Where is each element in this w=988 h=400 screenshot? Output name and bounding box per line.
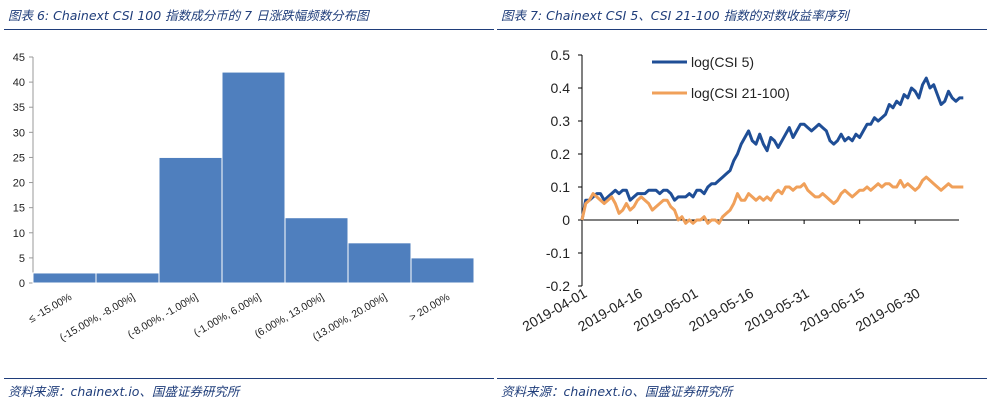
histogram-x-tick-label: > 20.00% (407, 291, 452, 324)
histogram-title-rule (4, 29, 494, 30)
histogram-bar (95, 272, 160, 284)
line-y-tick-label: 0.1 (551, 179, 571, 195)
histogram-y-tick-label: 5 (19, 253, 25, 265)
line-y-tick-label: -0.1 (546, 245, 570, 261)
histogram-y-tick-label: 10 (13, 228, 25, 240)
histogram-bar (221, 71, 286, 284)
line-y-tick-label: 0.4 (551, 80, 571, 96)
line-figure-title: 图表 7: Chainext CSI 5、CSI 21-100 指数的对数收益率… (501, 8, 849, 23)
histogram-figure-title: 图表 6: Chainext CSI 100 指数成分币的 7 日涨跌幅频数分布… (8, 8, 369, 23)
line-chart: -0.2-0.100.10.20.30.40.52019-04-012019-0… (519, 47, 964, 334)
series-csi5-line (580, 76, 964, 221)
line-panel: 图表 7: Chainext CSI 5、CSI 21-100 指数的对数收益率… (497, 0, 987, 400)
histogram-y-tick-label: 30 (13, 127, 25, 139)
histogram-panel: 图表 6: Chainext CSI 100 指数成分币的 7 日涨跌幅频数分布… (4, 0, 494, 400)
legend-csi5-label: log(CSI 5) (691, 54, 754, 70)
line-y-tick-label: 0.2 (551, 146, 571, 162)
histogram-source: 资料来源：chainext.io、国盛证券研究所 (8, 384, 240, 399)
histogram-x-tick-label: (-1.00%, 6.00%] (192, 291, 263, 339)
line-title-rule (497, 29, 987, 30)
histogram-x-tick-label: ≤ -15.00% (27, 291, 74, 325)
line-y-tick-label: 0 (562, 212, 570, 228)
histogram-bar (158, 156, 223, 284)
histogram-y-tick-label: 25 (13, 152, 25, 164)
histogram-source-rule (4, 378, 494, 379)
histogram-y-tick-label: 45 (13, 52, 25, 64)
histogram-y-tick-label: 0 (19, 278, 25, 290)
histogram-y-tick-label: 35 (13, 102, 25, 114)
line-y-tick-label: 0.3 (551, 113, 571, 129)
histogram-y-tick-label: 20 (13, 178, 25, 190)
histogram-bar (32, 272, 97, 284)
histogram-x-tick-label: (-8.00%, -1.00%] (126, 291, 200, 341)
line-y-tick-label: -0.2 (546, 278, 570, 294)
line-source-rule (497, 378, 987, 379)
histogram-bar (284, 217, 349, 284)
histogram-bar (410, 257, 475, 284)
line-source: 资料来源：chainext.io、国盛证券研究所 (501, 384, 733, 399)
histogram-y-tick-label: 15 (13, 203, 25, 215)
legend-csi21-100-label: log(CSI 21-100) (691, 85, 790, 101)
series-csi21-100-line (580, 175, 964, 225)
line-y-tick-label: 0.5 (551, 47, 571, 63)
histogram-y-tick-label: 40 (13, 77, 25, 89)
histogram-bar (347, 242, 412, 284)
